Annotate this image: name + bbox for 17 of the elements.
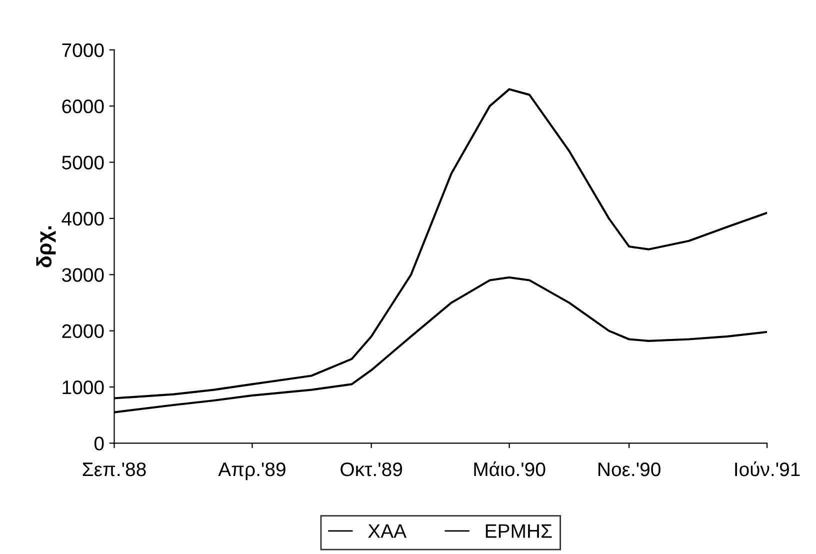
y-tick-label: 4000	[62, 212, 104, 226]
x-tick-label: Οκτ.'89	[340, 462, 402, 476]
y-tick-label: 3000	[62, 268, 104, 282]
y-tick-label: 1000	[62, 380, 104, 394]
legend-label: ΧΑΑ	[368, 524, 407, 538]
x-tick-label: Μάιο.'90	[474, 461, 546, 476]
x-tick-label: Σεπ.'88	[82, 462, 146, 476]
y-tick-label: 6000	[62, 100, 104, 114]
y-axis-title: δρχ.	[36, 226, 56, 268]
y-tick-label: 2000	[62, 324, 104, 338]
y-tick-label: 5000	[62, 156, 104, 170]
y-tick-label: 7000	[62, 43, 104, 58]
x-tick-label: Νοε.'90	[598, 462, 660, 476]
y-tick-label: 0	[94, 436, 104, 450]
x-tick-label: Απρ.'89	[218, 462, 286, 480]
x-tick-label: Ιούν.'91	[735, 461, 800, 476]
legend-label: ΕΡΜΗΣ	[486, 524, 552, 538]
